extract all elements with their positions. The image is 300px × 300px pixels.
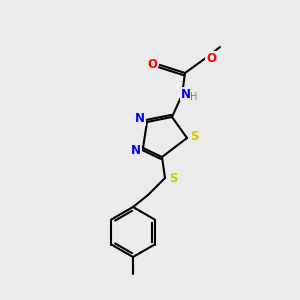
Text: S: S (190, 130, 198, 143)
Text: O: O (206, 52, 216, 64)
Text: S: S (169, 172, 177, 185)
Text: N: N (131, 145, 141, 158)
Text: N: N (135, 112, 145, 125)
Text: H: H (190, 92, 198, 102)
Text: O: O (147, 58, 157, 70)
Text: N: N (181, 88, 191, 100)
